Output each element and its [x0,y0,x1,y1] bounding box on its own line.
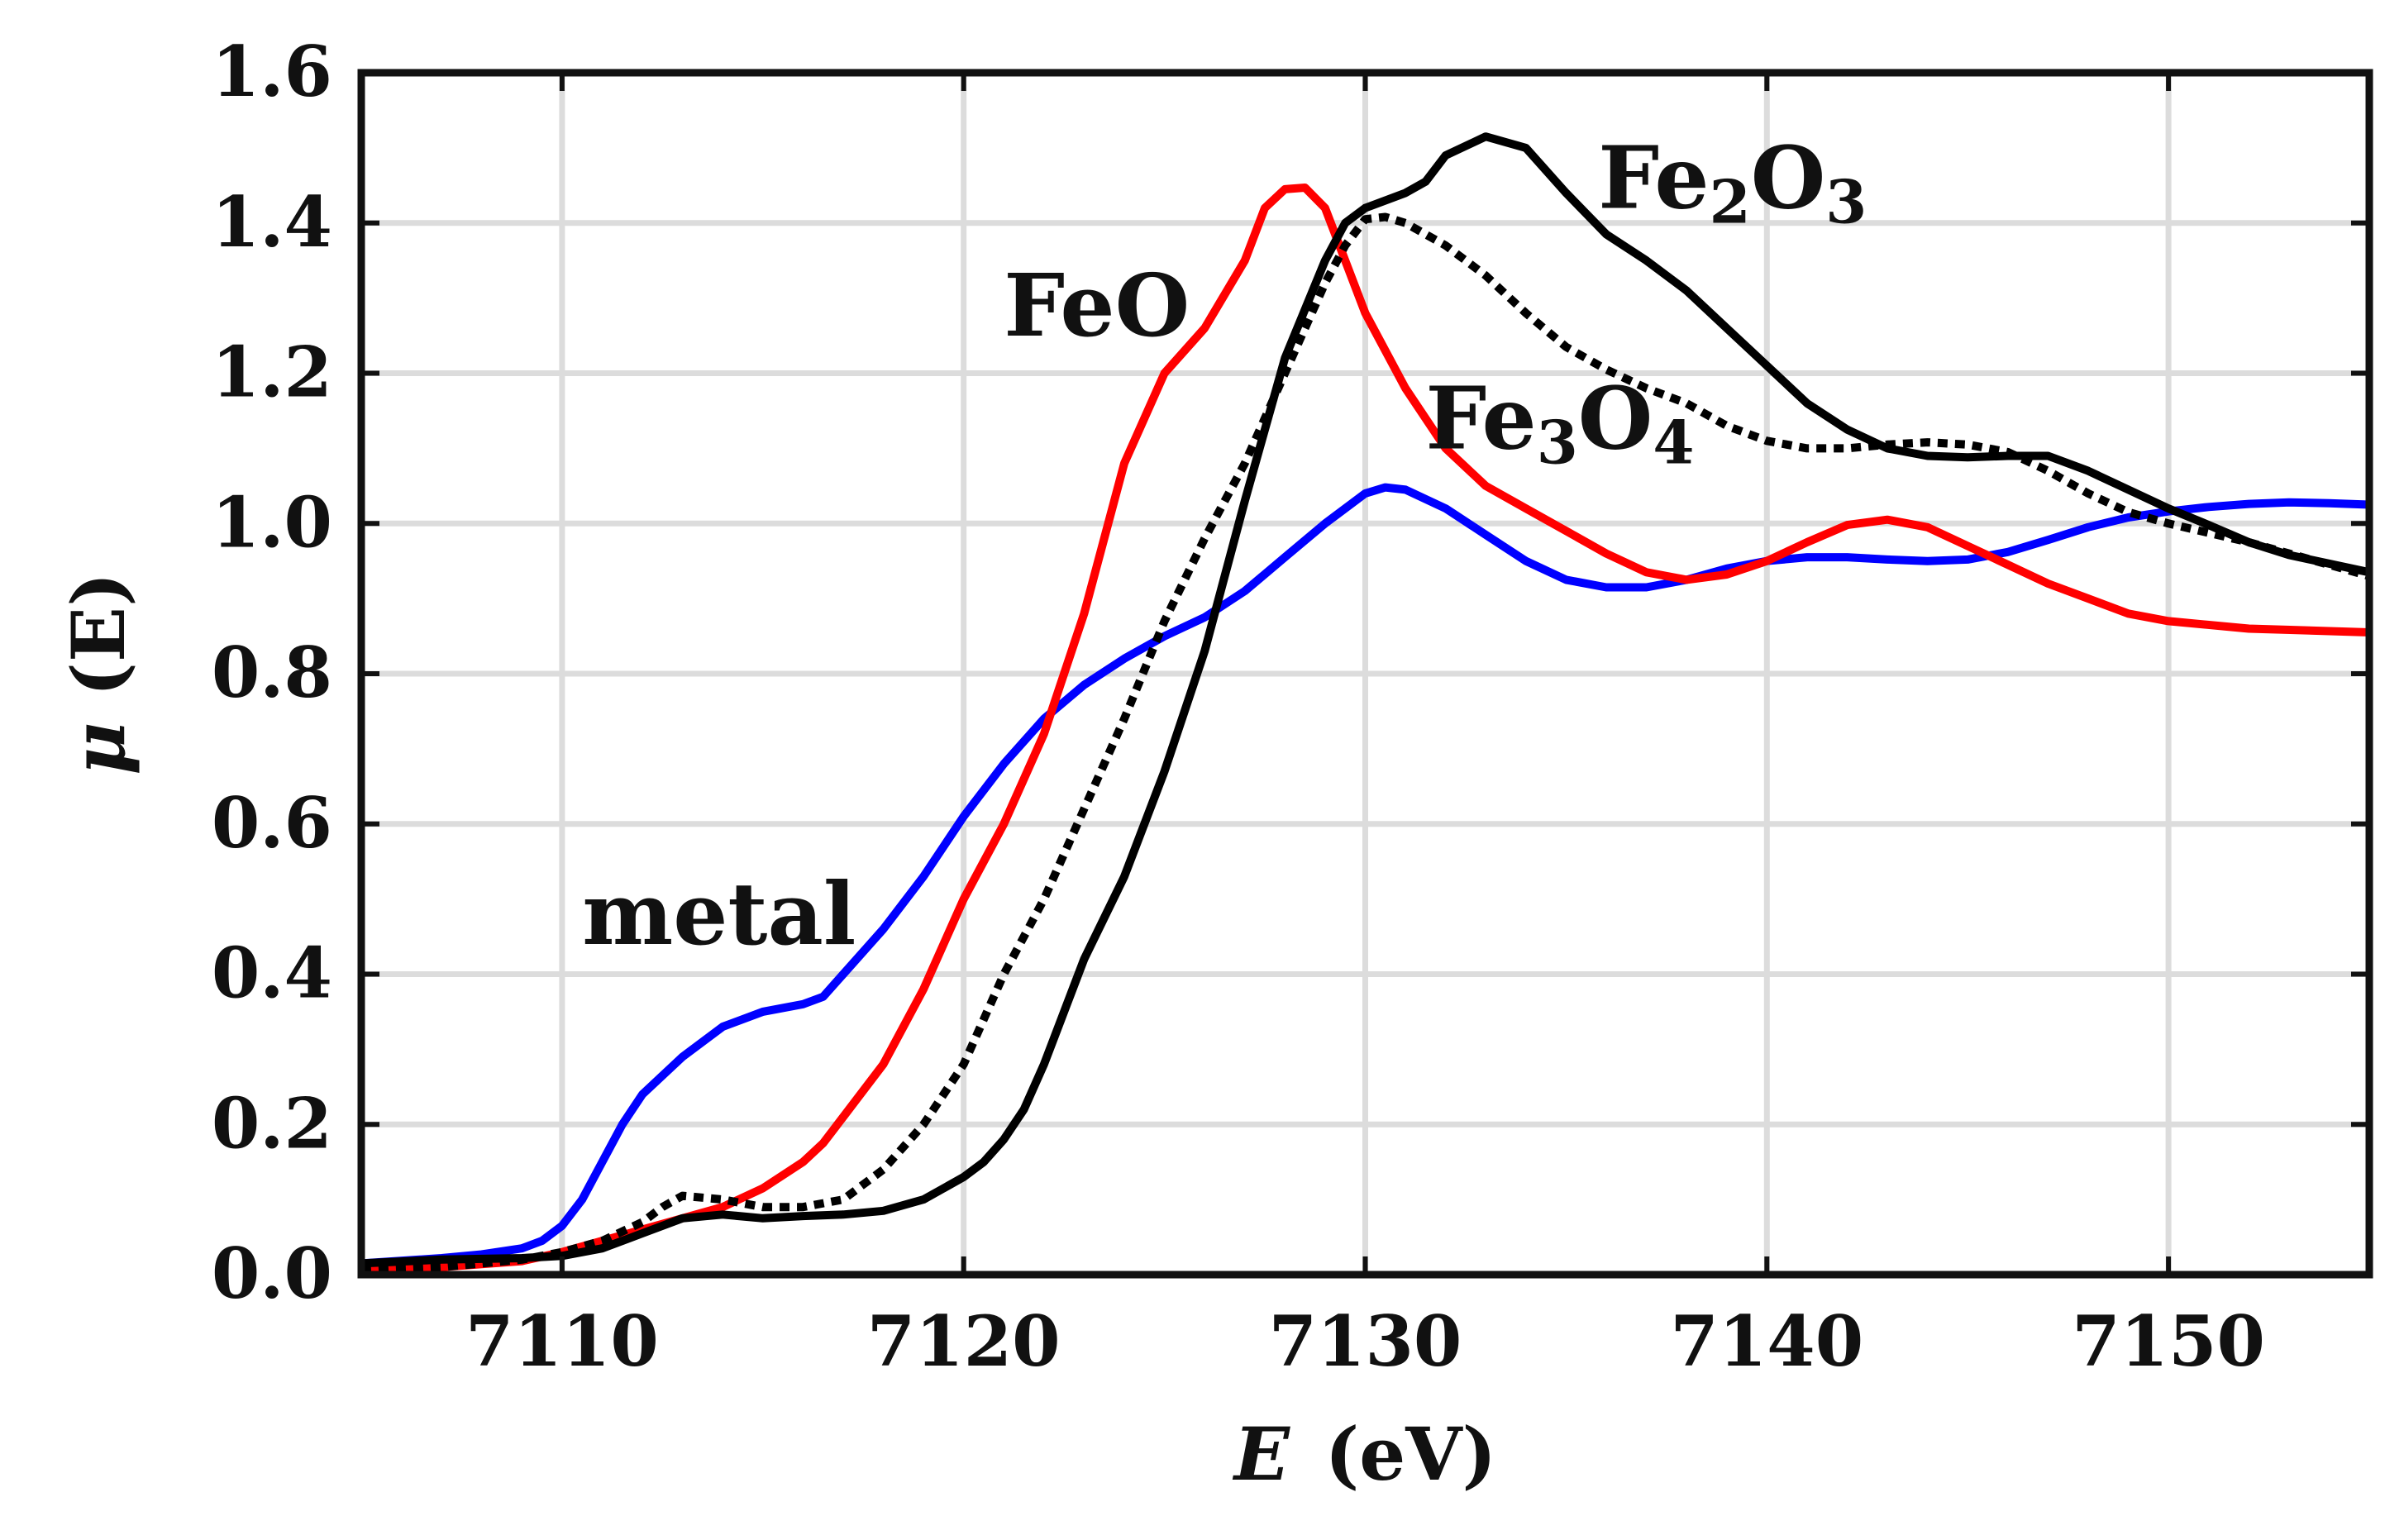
tick-labels: 7110 7120 7130 7140 7150 0.0 0.2 0.4 0.6 0.8 1.0 1.… [212,31,2265,1382]
subscript: 3 [1825,167,1867,237]
annotation-text: Fe [1425,367,1536,469]
annotation-text: metal [582,863,856,965]
x-tick-label: 7140 [1670,1300,1863,1382]
y-tick-label: 0.0 [212,1232,332,1314]
y-tick-label: 0.8 [212,632,332,713]
y-tick-label: 1.2 [212,331,332,413]
x-tick-label: 7120 [867,1300,1061,1382]
y-tick-label: 1.4 [212,181,332,263]
annotation-text: O [1578,367,1653,469]
y-tick-label: 0.4 [212,932,332,1014]
y-axis-title: μ (E) [55,572,141,775]
annotation-metal: metal [582,863,856,965]
x-axis-symbol: E [1232,1411,1291,1497]
y-tick-label: 1.6 [212,31,332,112]
series-line-metal [361,483,2369,1268]
series-line-fe3o4 [361,212,2369,1275]
annotation-text: FeO [1004,255,1190,356]
subscript: 3 [1537,407,1578,477]
series-line-fe2o3 [361,132,2369,1268]
annotation-text: O [1751,127,1826,229]
y-tick-label: 1.0 [212,481,332,563]
y-axis-symbol: μ [55,722,141,775]
annotation-text: Fe [1598,127,1709,229]
y-tick-label: 0.6 [212,782,332,864]
x-tick-label: 7110 [465,1300,659,1382]
subscript: 2 [1710,167,1751,237]
subscript: 4 [1653,407,1694,477]
ticks [361,70,2369,1277]
annotation-fe3o4: Fe3O4 [1425,367,1694,477]
x-tick-label: 7150 [2072,1300,2265,1382]
y-tick-label: 0.2 [212,1082,332,1164]
grid [361,69,2369,1278]
x-tick-label: 7130 [1269,1300,1462,1382]
x-axis-title: E (eV) [1232,1411,1496,1497]
series-line-feo [361,184,2369,1275]
annotation-fe2o3: Fe2O3 [1598,127,1867,237]
y-axis-arg: (E) [55,572,141,696]
x-axis-unit: (eV) [1325,1411,1497,1497]
series-group [361,132,2369,1275]
annotation-feo: FeO [1004,255,1190,356]
